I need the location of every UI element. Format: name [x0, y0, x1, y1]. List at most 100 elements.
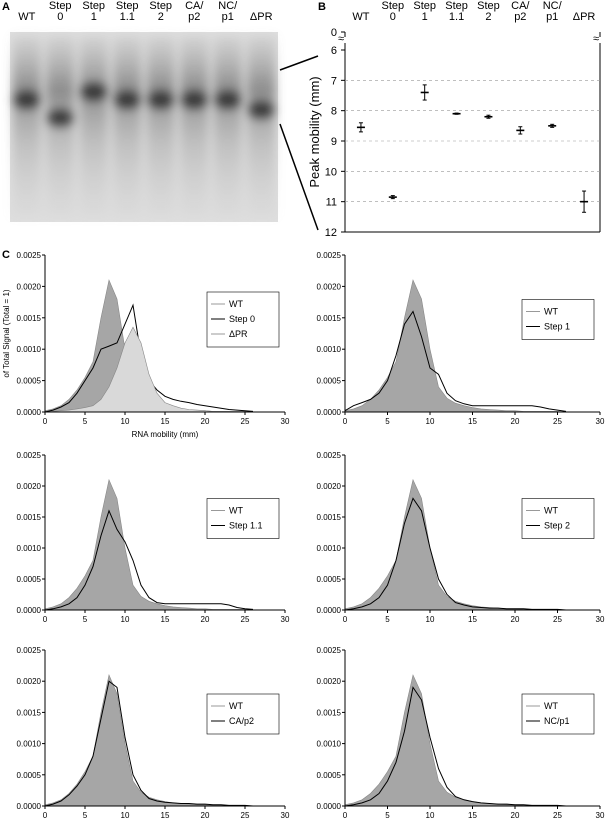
x-tick-label: Step — [381, 0, 404, 12]
legend-label: NC/p1 — [544, 716, 570, 726]
connector — [279, 55, 319, 71]
y-tick-label: 9 — [331, 136, 337, 148]
legend-label: Step 0 — [229, 314, 255, 324]
y-tick-label: 0.0015 — [17, 314, 42, 323]
x-tick-label: 5 — [83, 811, 88, 820]
y-axis-label: of Total Signal (Total = 1) — [2, 289, 11, 377]
x-tick-label: 0 — [343, 615, 348, 624]
y-tick-label: 7 — [331, 75, 337, 87]
lane-label: 0 — [57, 11, 63, 23]
y-tick-label: 0.0025 — [17, 251, 42, 260]
y-tick-label: 0.0000 — [317, 802, 342, 811]
x-tick-label: 10 — [426, 811, 435, 820]
x-tick-label: p1 — [546, 11, 558, 23]
gel-smear — [79, 36, 108, 216]
legend-label: CA/p2 — [229, 716, 254, 726]
legend-label: WT — [229, 506, 243, 516]
x-tick-label: 20 — [201, 417, 210, 426]
axis-break — [339, 37, 606, 43]
x-tick-label: 30 — [281, 811, 290, 820]
y-tick-label: 0.0015 — [17, 513, 42, 522]
y-tick-label: 0.0020 — [17, 482, 42, 491]
y-tick-label: 0.0020 — [17, 677, 42, 686]
legend — [206, 693, 280, 735]
y-tick-label: 0.0010 — [317, 345, 342, 354]
lane-label: p2 — [188, 11, 200, 23]
gel-band — [180, 91, 208, 109]
x-tick-label: 0 — [43, 615, 48, 624]
y-tick-label: 0.0000 — [17, 802, 42, 811]
y-tick-label: 0.0025 — [17, 646, 42, 655]
x-tick-label: 15 — [161, 615, 170, 624]
y-tick-label: 0 — [331, 27, 337, 39]
y-axis-label: Peak mobility (mm) — [307, 76, 322, 187]
area — [44, 478, 254, 611]
axis-break-symbol: ≈ — [593, 33, 599, 45]
gel-band — [214, 91, 242, 109]
x-tick-label: 25 — [553, 811, 562, 820]
y-tick-label: 0.0020 — [317, 677, 342, 686]
x-axis-label: RNA mobility (mm) — [132, 430, 199, 439]
legend-label: WT — [544, 701, 558, 711]
connector — [279, 123, 319, 231]
y-tick-label: 0.0010 — [17, 345, 42, 354]
gel-lanes — [12, 36, 276, 216]
y-tick-label: 0.0005 — [17, 377, 42, 386]
y-tick-label: 10 — [325, 166, 337, 178]
y-tick-label: 0.0015 — [317, 708, 342, 717]
lane-label: 1 — [91, 11, 97, 23]
x-tick-label: 0 — [343, 417, 348, 426]
y-tick-label: 0.0010 — [317, 544, 342, 553]
x-tick-label: 15 — [468, 417, 477, 426]
y-tick-label: 12 — [325, 227, 337, 239]
x-tick-label: 25 — [553, 417, 562, 426]
x-tick-label: WT — [352, 11, 369, 23]
axis-break-symbol: ≈ — [338, 33, 344, 45]
x-tick-label: 10 — [121, 417, 130, 426]
x-tick-label: 30 — [596, 811, 605, 820]
gel-band — [80, 83, 108, 101]
line — [344, 686, 567, 807]
y-tick-label: 8 — [331, 106, 337, 118]
y-tick-label: 0.0005 — [17, 771, 42, 780]
x-tick-label: 15 — [161, 811, 170, 820]
gel-band — [13, 91, 41, 109]
x-tick-label: p2 — [514, 11, 526, 23]
lane-label: 2 — [158, 11, 164, 23]
lane-label: Step — [49, 0, 72, 12]
gel-smear — [213, 36, 242, 216]
lane-label: CA/ — [185, 0, 204, 12]
x-tick-label: 25 — [241, 811, 250, 820]
panel-label: A — [2, 1, 10, 13]
y-tick-label: 0.0010 — [317, 740, 342, 749]
y-tick-label: 0.0010 — [17, 740, 42, 749]
gel-smear — [146, 36, 175, 216]
lane-label: Step — [82, 0, 105, 12]
x-tick-label: 25 — [241, 615, 250, 624]
y-tick-label: 0.0020 — [317, 482, 342, 491]
x-tick-label: 0 — [390, 11, 396, 23]
x-tick-label: 5 — [83, 615, 88, 624]
legend-label: WT — [544, 307, 558, 317]
x-tick-label: CA/ — [511, 0, 530, 12]
x-tick-label: 30 — [281, 417, 290, 426]
area — [44, 326, 253, 413]
x-tick-label: 25 — [553, 615, 562, 624]
legend-label: WT — [229, 701, 243, 711]
legend — [206, 498, 280, 539]
x-tick-label: 0 — [343, 811, 348, 820]
lane-label: 1.1 — [120, 11, 135, 23]
legend-label: WT — [229, 299, 243, 309]
gel-smear — [180, 36, 209, 216]
gel-band — [247, 101, 275, 119]
y-tick-label: 0.0005 — [317, 575, 342, 584]
y-tick-label: 0.0000 — [317, 408, 342, 417]
x-tick-label: 5 — [385, 417, 390, 426]
x-tick-label: 20 — [201, 811, 210, 820]
x-tick-label: 30 — [596, 417, 605, 426]
lane-label: NC/ — [218, 0, 238, 12]
y-tick-label: 0.0025 — [317, 646, 342, 655]
y-tick-label: 11 — [326, 197, 337, 209]
line — [344, 497, 567, 611]
y-tick-label: 0.0005 — [317, 377, 342, 386]
